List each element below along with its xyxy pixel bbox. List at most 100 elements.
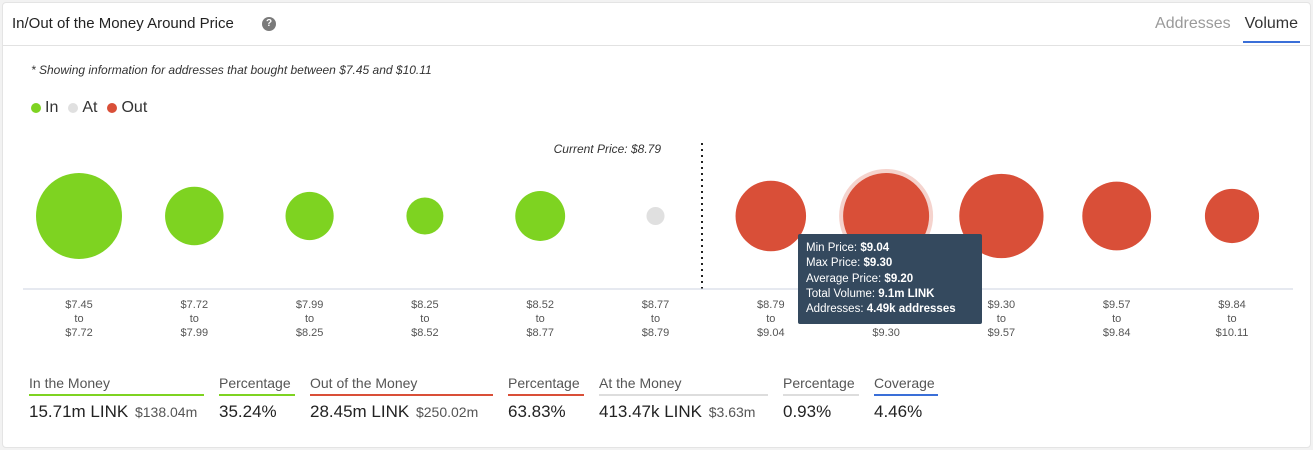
stat-label: At the Money: [599, 375, 682, 391]
help-icon[interactable]: ?: [262, 17, 276, 31]
tick-label-10-1: to: [1227, 313, 1236, 325]
legend-item-at[interactable]: At: [68, 99, 97, 117]
stat-value: 35.24%: [219, 402, 295, 422]
bubble-out-9[interactable]: [1082, 181, 1152, 251]
stat-value-sub: $250.02m: [415, 404, 479, 420]
tooltip-volume: Total Volume: 9.1m LINK: [806, 287, 982, 302]
tick-label-7-2: $9.30: [872, 327, 900, 339]
card-title: In/Out of the Money Around Price: [12, 15, 234, 32]
stat-value-main: 0.93%: [783, 402, 832, 421]
stat-value-main: 63.83%: [508, 402, 566, 421]
legend-item-out[interactable]: Out: [107, 99, 147, 117]
legend-label-out: Out: [121, 99, 148, 116]
stat-label: In the Money: [29, 375, 110, 391]
tooltip-avg-price: Average Price: $9.20: [806, 272, 982, 287]
legend-dot-in: [31, 103, 41, 113]
stat-underline: [874, 394, 938, 396]
tick-label-2-0: $7.99: [296, 299, 324, 311]
tooltip-max-price-value: $9.30: [863, 257, 893, 270]
tick-label-6-2: $9.04: [757, 327, 785, 339]
card-header: In/Out of the Money Around Price ? Addre…: [3, 3, 1310, 46]
bubble-in-0[interactable]: [36, 173, 122, 259]
view-tabs: Addresses Volume: [1153, 15, 1300, 43]
tick-label-8-1: to: [997, 313, 1006, 325]
tick-label-9-2: $9.84: [1103, 327, 1131, 339]
chart-legend: In At Out: [31, 99, 147, 117]
stat-at-percentage: Percentage 0.93%: [783, 375, 859, 422]
tick-label-9-1: to: [1112, 313, 1121, 325]
tick-label-8-0: $9.30: [988, 299, 1016, 311]
legend-label-at: At: [82, 99, 98, 116]
legend-dot-at: [68, 103, 79, 113]
tick-label-3-1: to: [420, 313, 429, 325]
bubble-at-5[interactable]: [646, 206, 665, 226]
tick-label-0-0: $7.45: [65, 299, 93, 311]
bubble-chart: Current Price: $8.79 $7.45 to $7.72 $7.72 to…: [23, 142, 1293, 339]
stat-value-main: 413.47k LINK: [599, 402, 703, 421]
stat-value-main: 4.46%: [874, 402, 923, 421]
current-price-label: Current Price: $8.79: [554, 142, 662, 156]
tooltip-min-price: Min Price: $9.04: [806, 241, 982, 256]
tick-label-3-0: $8.25: [411, 299, 439, 311]
tooltip-addresses-value: 4.49k addresses: [866, 303, 956, 316]
stat-underline: [310, 394, 493, 396]
tick-label-5-0: $8.77: [642, 299, 670, 311]
bubble-in-2[interactable]: [285, 191, 334, 241]
stat-label: Percentage: [508, 375, 580, 391]
stat-value-main: 35.24%: [219, 402, 277, 421]
tick-label-5-2: $8.79: [642, 327, 670, 339]
stat-label: Coverage: [874, 375, 935, 391]
stat-at-the-money: At the Money 413.47k LINK $3.63m: [599, 375, 768, 422]
stat-label: Percentage: [783, 375, 855, 391]
stat-value: 28.45m LINK $250.02m: [310, 402, 493, 422]
legend-dot-out: [107, 103, 118, 113]
tick-label-4-2: $8.77: [526, 327, 554, 339]
tick-label-0-1: to: [74, 313, 83, 325]
stat-value: 63.83%: [508, 402, 584, 422]
stat-underline: [783, 394, 859, 396]
tick-label-4-1: to: [536, 313, 545, 325]
bubble-in-4[interactable]: [515, 191, 566, 241]
legend-item-in[interactable]: In: [31, 99, 58, 117]
stat-value-sub: $3.63m: [708, 404, 756, 420]
tooltip-max-price-label: Max Price:: [806, 257, 861, 270]
info-note: * Showing information for addresses that…: [31, 63, 432, 77]
tick-label-9-0: $9.57: [1103, 299, 1131, 311]
bubble-tooltip: Min Price: $9.04 Max Price: $9.30 Averag…: [798, 234, 982, 324]
tooltip-addresses: Addresses: 4.49k addresses: [806, 302, 982, 317]
stat-value: 4.46%: [874, 402, 938, 422]
tick-label-1-0: $7.72: [181, 299, 209, 311]
stat-in-the-money: In the Money 15.71m LINK $138.04m: [29, 375, 204, 422]
tick-label-10-2: $10.11: [1216, 327, 1249, 339]
tick-label-2-1: to: [305, 313, 314, 325]
stat-in-percentage: Percentage 35.24%: [219, 375, 295, 422]
tooltip-min-price-value: $9.04: [860, 242, 890, 254]
legend-label-in: In: [45, 99, 59, 116]
bubble-in-1[interactable]: [165, 186, 224, 246]
stat-label: Out of the Money: [310, 375, 418, 391]
tick-label-1-2: $7.99: [181, 327, 209, 339]
tooltip-volume-label: Total Volume:: [806, 287, 876, 300]
tick-label-3-2: $8.52: [411, 327, 439, 339]
tick-label-8-2: $9.57: [988, 327, 1016, 339]
stat-value: 15.71m LINK $138.04m: [29, 402, 204, 422]
tab-addresses[interactable]: Addresses: [1155, 15, 1231, 32]
tooltip-addresses-label: Addresses:: [806, 303, 864, 316]
tick-labels-group: $7.45 to $7.72 $7.72 to $7.99 $7.99 to $8.25 $8.2…: [65, 299, 1248, 339]
stat-underline: [599, 394, 768, 396]
stat-underline: [508, 394, 584, 396]
bubble-in-3[interactable]: [406, 197, 444, 235]
tick-label-6-0: $8.79: [757, 299, 785, 311]
tab-volume[interactable]: Volume: [1242, 15, 1300, 43]
tooltip-avg-price-value: $9.20: [884, 272, 914, 285]
tooltip-volume-value: 9.1m LINK: [878, 287, 935, 300]
tick-label-0-2: $7.72: [65, 327, 93, 339]
bubble-out-6[interactable]: [735, 180, 807, 252]
stat-underline: [29, 394, 204, 396]
bubble-out-10[interactable]: [1204, 188, 1260, 244]
stat-value-sub: $138.04m: [134, 404, 198, 420]
stat-label: Percentage: [219, 375, 291, 391]
stat-value: 413.47k LINK $3.63m: [599, 402, 768, 422]
stat-underline: [219, 394, 295, 396]
